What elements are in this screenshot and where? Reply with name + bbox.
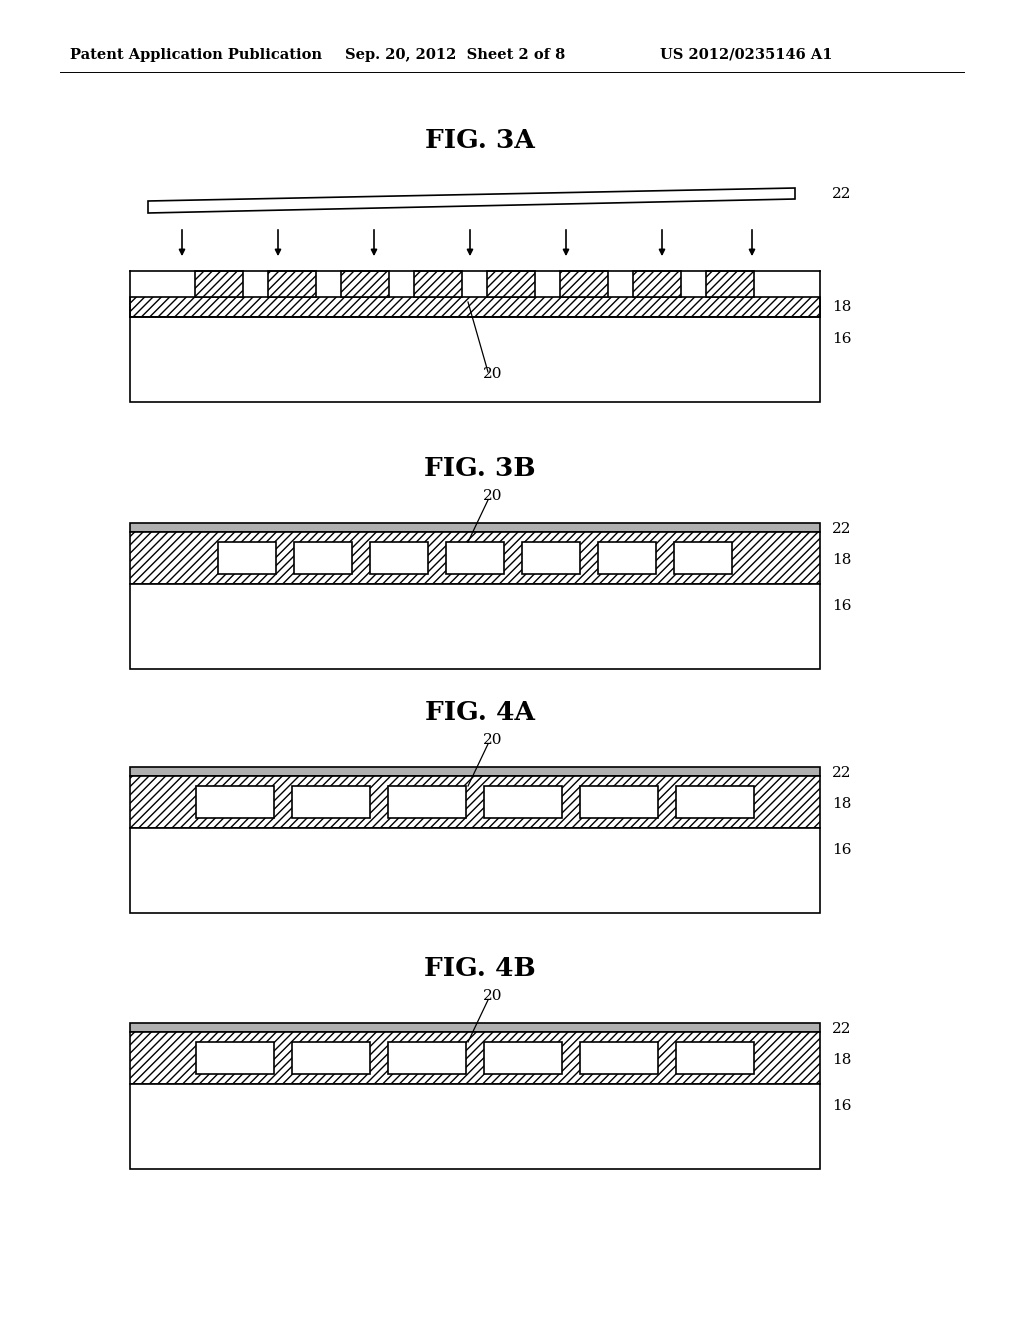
Bar <box>130 317 820 403</box>
Text: 18: 18 <box>831 797 851 810</box>
Bar <box>130 532 820 583</box>
Bar <box>522 543 580 574</box>
Bar <box>130 1084 820 1170</box>
Bar <box>130 583 820 669</box>
Bar <box>414 271 462 297</box>
Text: 16: 16 <box>831 843 852 857</box>
Bar <box>130 1032 820 1084</box>
Bar <box>370 543 428 574</box>
Bar <box>130 523 820 532</box>
Text: 16: 16 <box>831 599 852 612</box>
Bar <box>268 271 316 297</box>
Bar <box>218 543 276 574</box>
Text: Sep. 20, 2012  Sheet 2 of 8: Sep. 20, 2012 Sheet 2 of 8 <box>345 48 565 62</box>
Bar <box>674 543 732 574</box>
Bar <box>706 271 754 297</box>
Bar <box>341 271 389 297</box>
Polygon shape <box>148 187 795 213</box>
Bar <box>130 1023 820 1032</box>
Bar <box>130 297 820 317</box>
Text: 16: 16 <box>831 1100 852 1113</box>
Bar <box>484 785 562 818</box>
Bar <box>388 785 466 818</box>
Text: 20: 20 <box>483 989 503 1003</box>
Bar <box>580 785 658 818</box>
Bar <box>195 271 243 297</box>
Text: 20: 20 <box>483 733 503 747</box>
Text: FIG. 4A: FIG. 4A <box>425 700 535 725</box>
Bar <box>196 1041 274 1074</box>
Bar <box>130 828 820 913</box>
Bar <box>676 1041 754 1074</box>
Text: 18: 18 <box>831 553 851 568</box>
Text: FIG. 3A: FIG. 3A <box>425 128 535 153</box>
Text: 22: 22 <box>831 521 852 536</box>
Text: FIG. 4B: FIG. 4B <box>424 956 536 981</box>
Text: 18: 18 <box>831 1053 851 1067</box>
Bar <box>446 543 504 574</box>
Text: FIG. 3B: FIG. 3B <box>424 455 536 480</box>
Bar <box>294 543 352 574</box>
Text: 20: 20 <box>483 367 503 381</box>
Bar <box>130 767 820 776</box>
Bar <box>196 785 274 818</box>
Bar <box>388 1041 466 1074</box>
Bar <box>580 1041 658 1074</box>
Text: US 2012/0235146 A1: US 2012/0235146 A1 <box>660 48 833 62</box>
Text: Patent Application Publication: Patent Application Publication <box>70 48 322 62</box>
Bar <box>676 785 754 818</box>
Text: 20: 20 <box>483 488 503 503</box>
Text: 18: 18 <box>831 300 851 314</box>
Text: 22: 22 <box>831 1022 852 1036</box>
Text: 22: 22 <box>831 766 852 780</box>
Text: 16: 16 <box>831 333 852 346</box>
Bar <box>598 543 656 574</box>
Bar <box>292 1041 370 1074</box>
Bar <box>487 271 535 297</box>
Text: 22: 22 <box>831 187 852 201</box>
Bar <box>633 271 681 297</box>
Bar <box>130 776 820 828</box>
Bar <box>484 1041 562 1074</box>
Bar <box>560 271 608 297</box>
Bar <box>292 785 370 818</box>
